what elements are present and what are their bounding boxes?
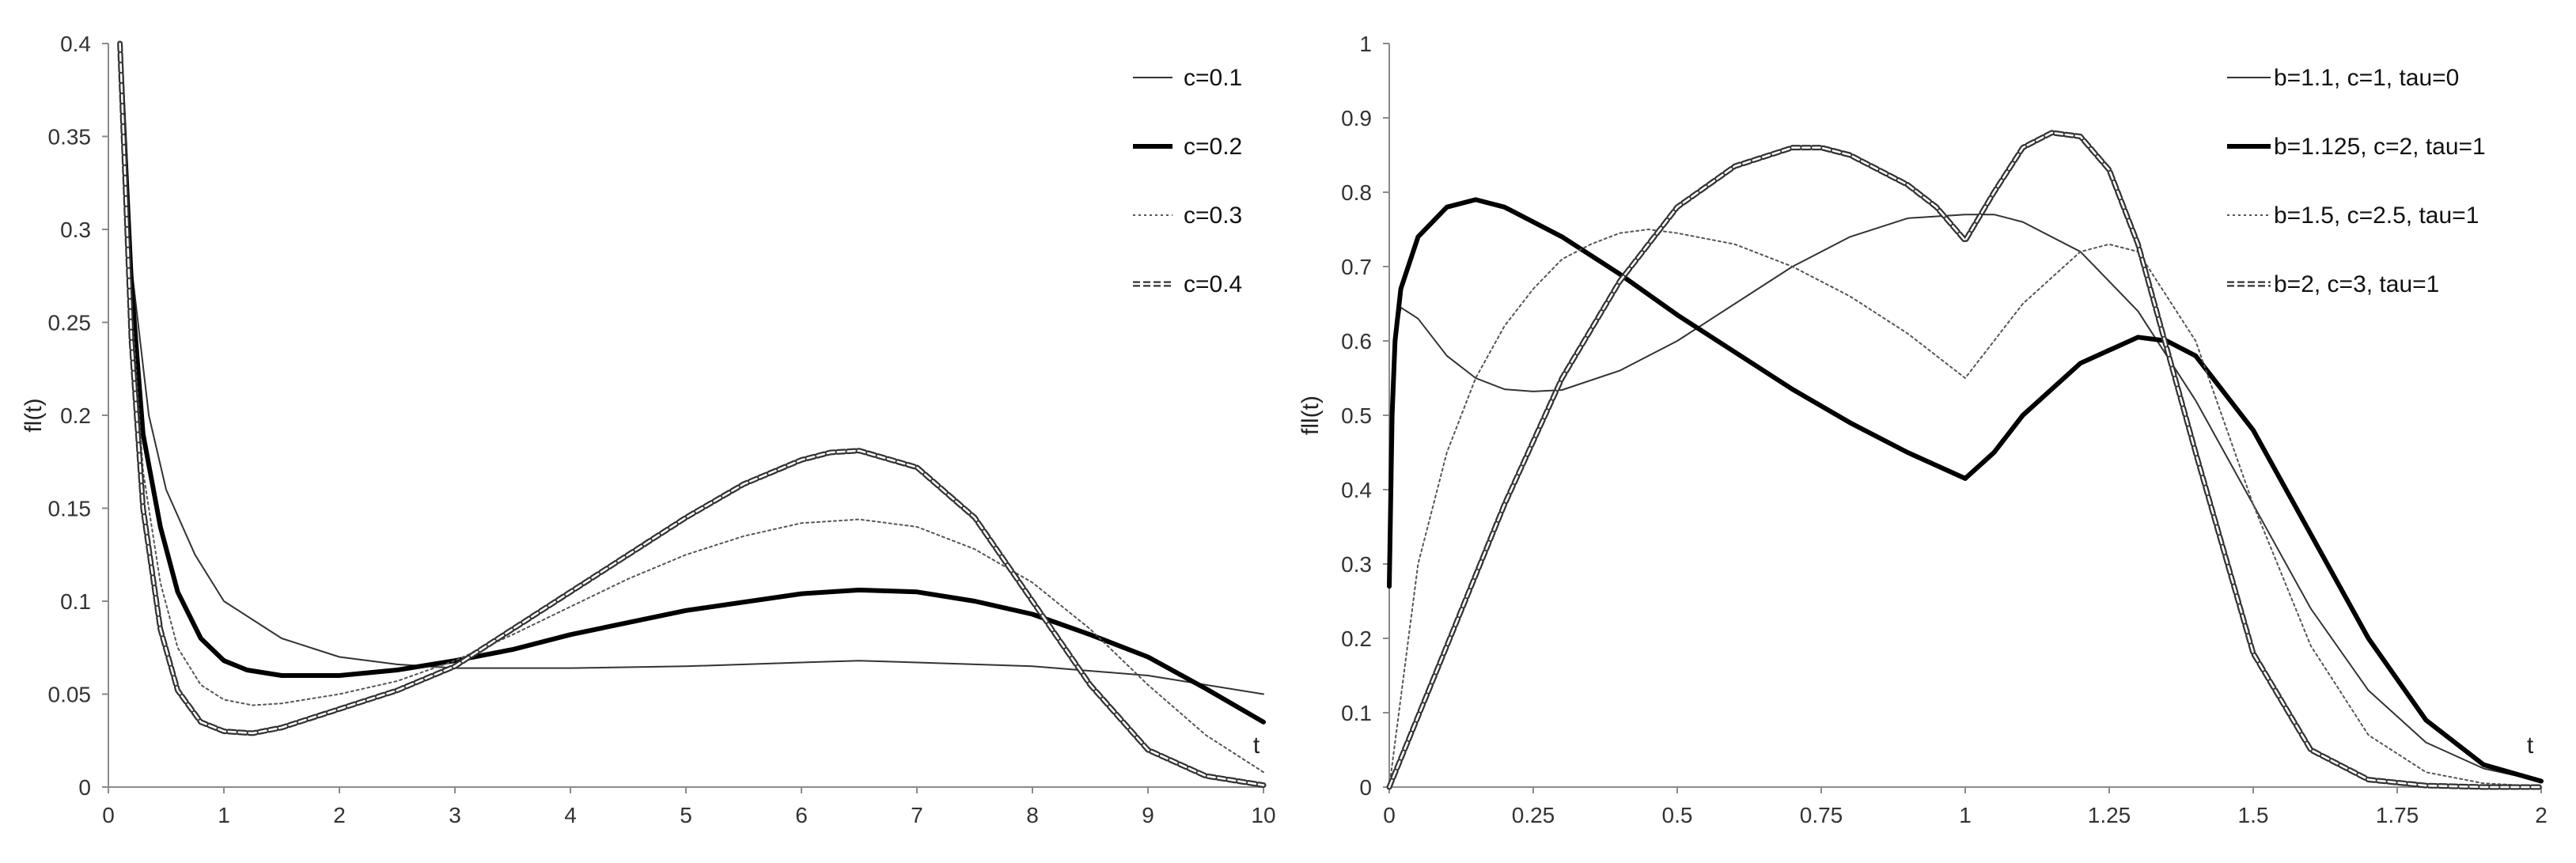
left-y-ticks: 0 0.05 0.1 0.15 0.2 0.25 0.3 0.35 0.4 — [48, 32, 108, 800]
legend-label: b=1.1, c=1, tau=0 — [2274, 65, 2459, 91]
series-line-1 — [1388, 214, 2542, 782]
x-tick-label: 10 — [1251, 803, 1275, 827]
series-path — [1387, 197, 2544, 784]
series-line-3 — [119, 43, 1264, 774]
x-tick-label: 1.75 — [2376, 803, 2419, 827]
x-tick-label: 0 — [1383, 803, 1396, 827]
y-tick-label: 0.25 — [48, 311, 92, 335]
y-tick-label: 1 — [1359, 32, 1372, 56]
legend-item: c=0.2 — [1133, 134, 1242, 160]
y-tick-label: 0.35 — [48, 125, 92, 150]
series-path — [1388, 229, 2542, 788]
series-line-2 — [1387, 197, 2544, 784]
series-line-1 — [119, 43, 1264, 695]
right-x-ticks: 0 0.25 0.5 0.75 1 1.25 1.5 1.75 2 — [1383, 787, 2548, 827]
series-path — [119, 43, 1264, 774]
right-y-axis-label: fll(t) — [1297, 396, 1324, 435]
left-chart: 0 1 2 3 4 5 6 7 8 9 10 00.050.10.150.20.250.30.350… — [21, 32, 1276, 827]
right-series — [1386, 130, 2544, 790]
series-line-4 — [1386, 130, 2544, 790]
right-x-axis-label: t — [2527, 732, 2534, 759]
y-tick-label: 0.4 — [1341, 478, 1372, 502]
legend-label: b=2, c=3, tau=1 — [2274, 271, 2439, 297]
y-tick-label: 0.6 — [1341, 329, 1372, 354]
left-series — [117, 40, 1267, 789]
right-chart: 0 0.25 0.5 0.75 1 1.25 1.5 1.75 2 00.10.20.30.40… — [1297, 32, 2548, 827]
legend-item: c=0.4 — [1133, 271, 1242, 297]
legend-item: b=1.125, c=2, tau=1 — [2227, 134, 2486, 160]
y-tick-label: 0.3 — [60, 218, 91, 242]
legend-label: b=1.125, c=2, tau=1 — [2274, 134, 2486, 160]
legend-label: c=0.3 — [1184, 203, 1242, 229]
x-tick-label: 6 — [795, 803, 808, 827]
series-path — [119, 42, 1265, 786]
x-tick-label: 7 — [911, 803, 923, 827]
y-tick-label: 0.2 — [1341, 626, 1372, 651]
x-tick-label: 2 — [2535, 803, 2548, 827]
series-line-3 — [1388, 229, 2542, 788]
x-tick-label: 5 — [680, 803, 692, 827]
y-tick-label: 0.5 — [1341, 403, 1372, 428]
x-tick-label: 1.25 — [2088, 803, 2131, 827]
right-y-ticks: 0 0.1 0.2 0.3 0.4 0.5 0.6 0.7 0.8 0.9 1 — [1341, 32, 1389, 800]
series-path — [117, 41, 1266, 725]
legend-item: b=2, c=3, tau=1 — [2227, 271, 2439, 297]
x-tick-label: 2 — [333, 803, 346, 827]
y-tick-label: 0.4 — [60, 32, 91, 56]
left-x-axis-label: t — [1253, 732, 1260, 759]
legend-item: c=0.1 — [1133, 65, 1242, 91]
right-legend: b=1.1, c=1, tau=0 b=1.125, c=2, tau=1 b=1.… — [2227, 65, 2486, 297]
y-tick-label: 0.15 — [48, 497, 92, 521]
x-tick-label: 0.5 — [1662, 803, 1693, 827]
legend-item: b=1.5, c=2.5, tau=1 — [2227, 203, 2479, 229]
series-path — [1386, 130, 2544, 790]
x-tick-label: 9 — [1142, 803, 1154, 827]
series-path — [1388, 214, 2542, 782]
series-path — [1388, 131, 2543, 789]
y-tick-label: 0.05 — [48, 683, 92, 707]
x-tick-label: 1 — [1959, 803, 1972, 827]
y-tick-label: 0.8 — [1341, 180, 1372, 205]
y-tick-label: 0.2 — [60, 403, 91, 428]
y-tick-label: 0.9 — [1341, 106, 1372, 131]
x-tick-label: 4 — [564, 803, 577, 827]
x-tick-label: 3 — [449, 803, 461, 827]
series-path — [119, 43, 1264, 695]
left-legend: c=0.1 c=0.2 c=0.3 c=0.4 — [1133, 65, 1242, 297]
legend-label: c=0.4 — [1184, 271, 1242, 297]
left-x-ticks: 0 1 2 3 4 5 6 7 8 9 10 — [102, 787, 1276, 827]
x-tick-label: 0.75 — [1800, 803, 1843, 827]
x-tick-label: 0.25 — [1512, 803, 1555, 827]
legend-item: c=0.3 — [1133, 203, 1242, 229]
x-tick-label: 0 — [102, 803, 115, 827]
series-line-4 — [117, 40, 1267, 789]
legend-label: c=0.1 — [1184, 65, 1242, 91]
left-y-axis-label: fl(t) — [21, 398, 47, 432]
legend-label: c=0.2 — [1184, 134, 1242, 160]
y-tick-label: 0.7 — [1341, 255, 1372, 279]
x-tick-label: 8 — [1026, 803, 1039, 827]
legend-item: b=1.1, c=1, tau=0 — [2227, 65, 2459, 91]
y-tick-label: 0 — [78, 775, 91, 800]
x-tick-label: 1 — [218, 803, 230, 827]
y-tick-label: 0.1 — [1341, 701, 1372, 725]
legend-label: b=1.5, c=2.5, tau=1 — [2274, 203, 2479, 229]
y-tick-label: 0.1 — [60, 589, 91, 614]
series-line-2 — [117, 41, 1266, 725]
x-tick-label: 1.5 — [2238, 803, 2269, 827]
y-tick-label: 0.3 — [1341, 552, 1372, 577]
y-tick-label: 0 — [1359, 775, 1372, 800]
